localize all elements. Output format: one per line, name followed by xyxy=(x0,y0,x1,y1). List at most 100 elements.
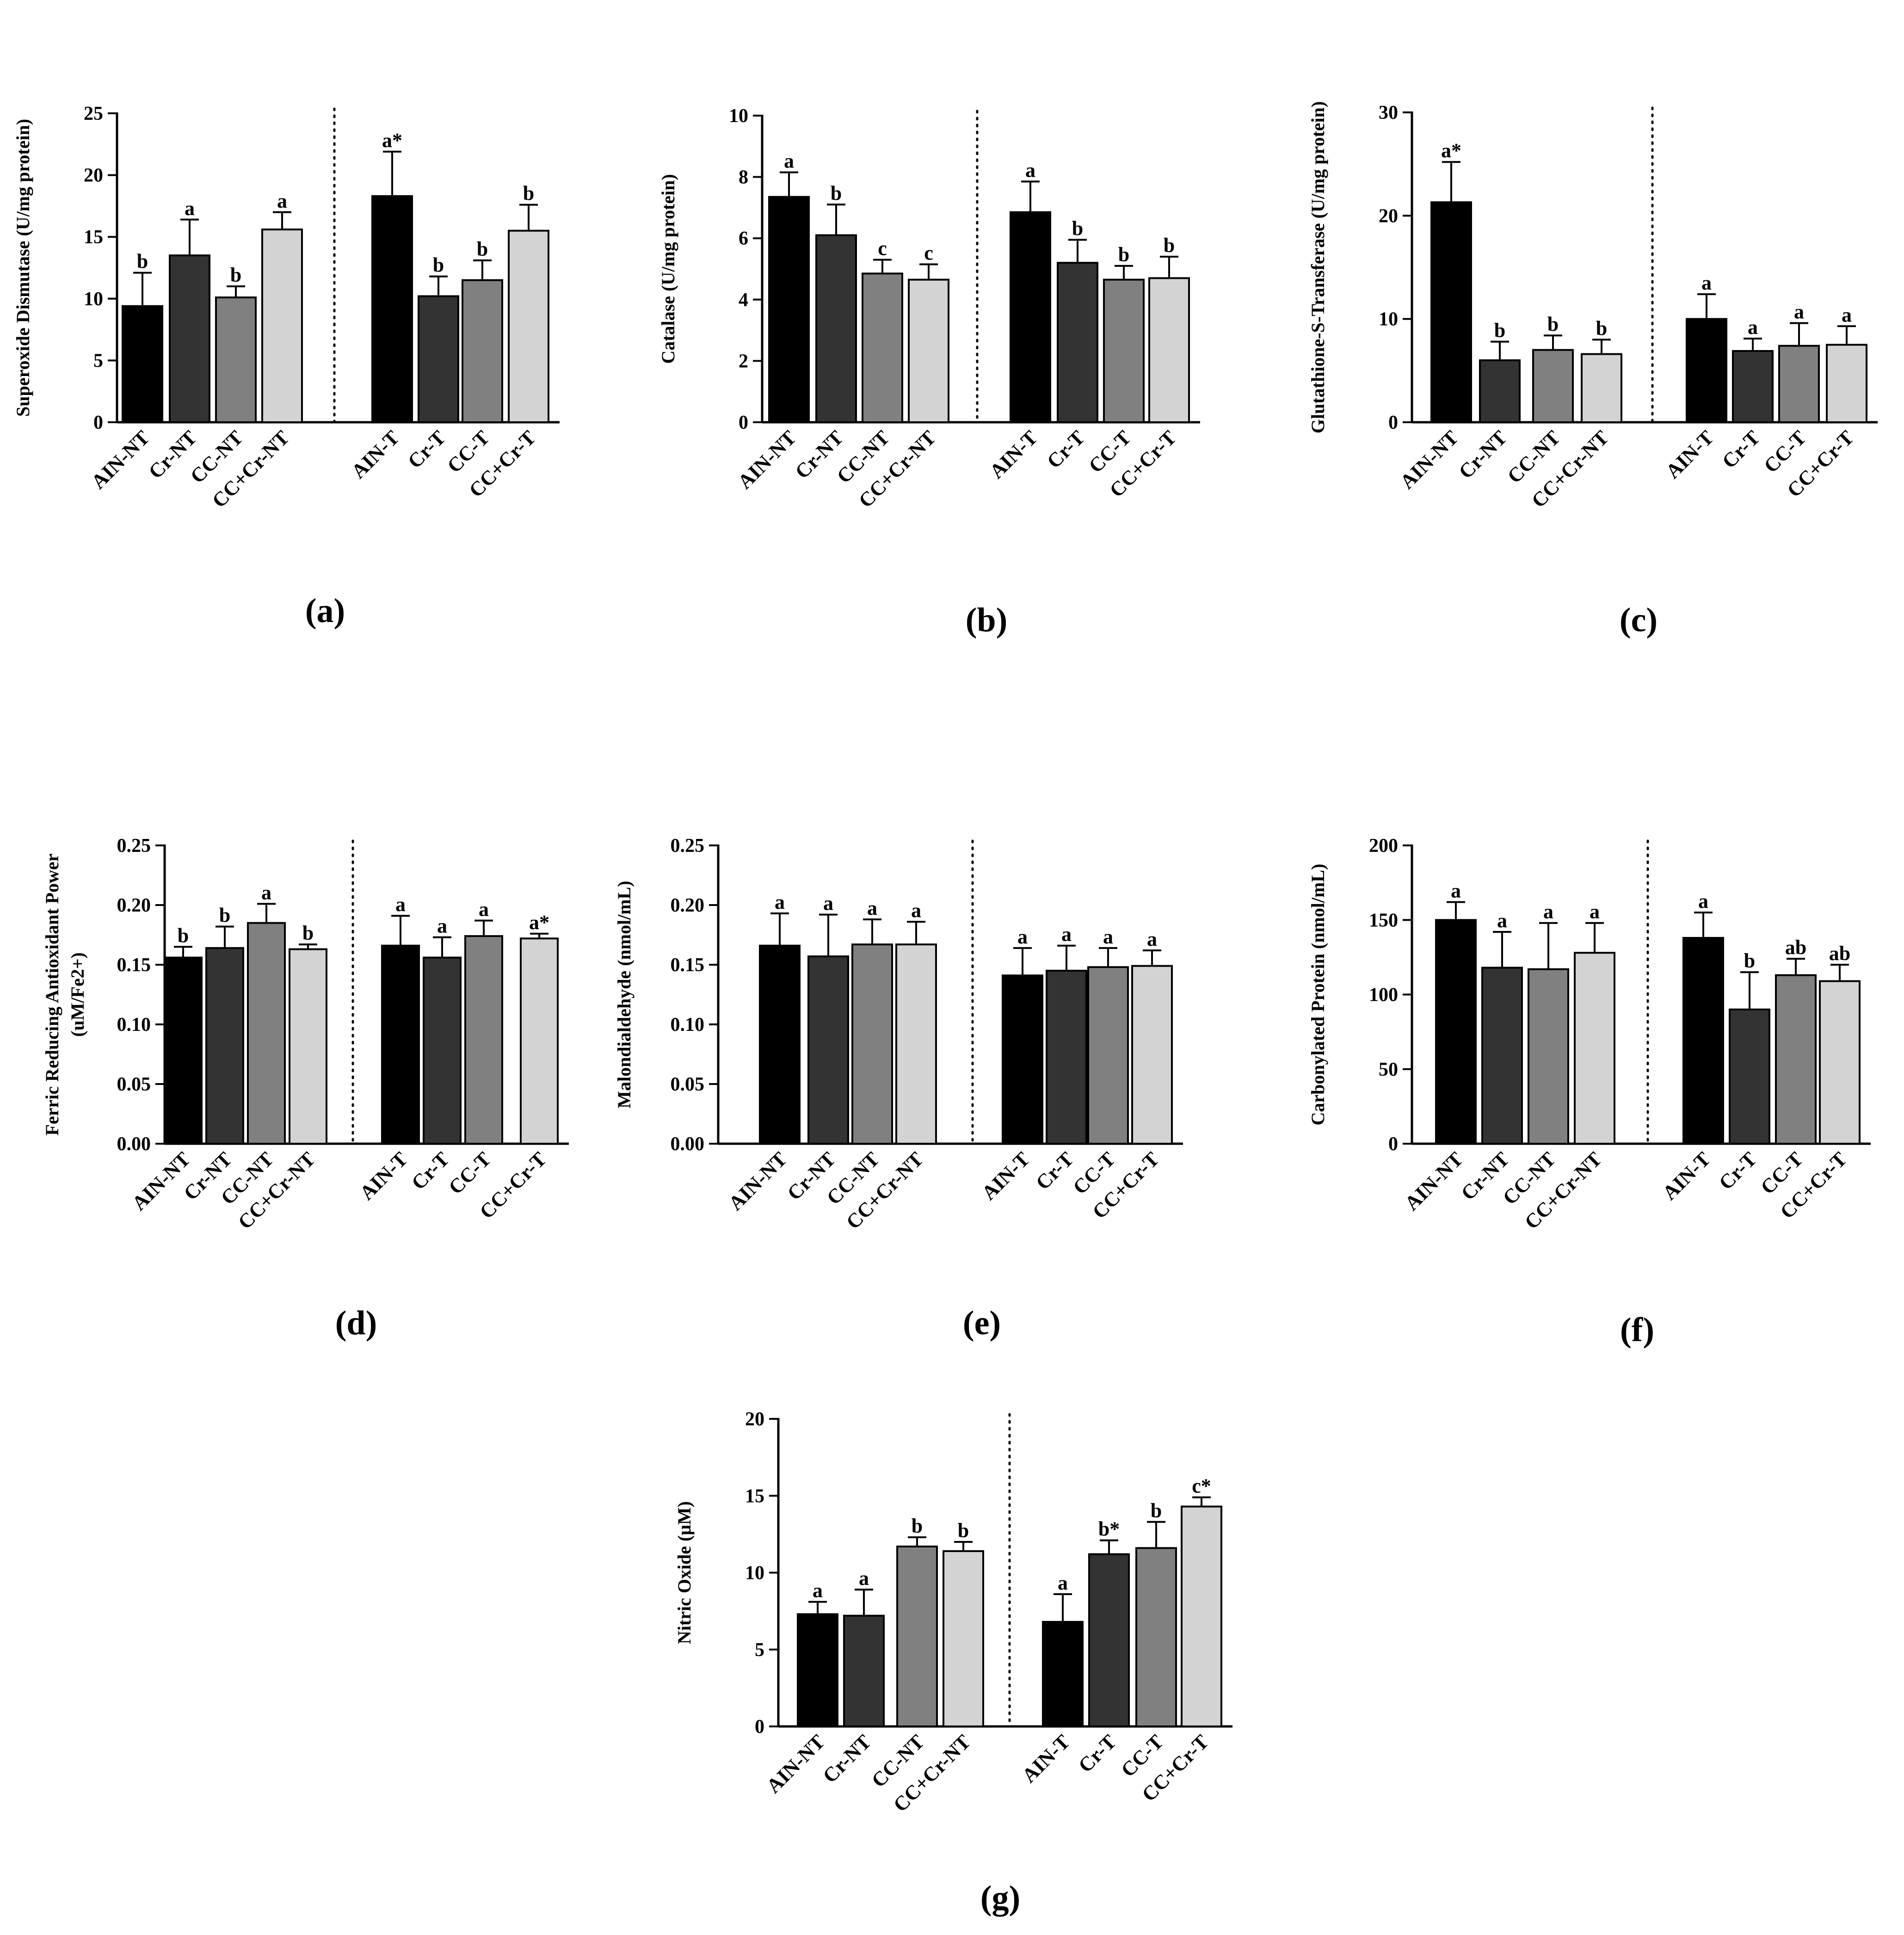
significance-letter: b xyxy=(831,182,842,204)
bar-CC-NT xyxy=(896,1545,938,1728)
bar-CC-T xyxy=(464,935,503,1145)
bar-AIN-NT xyxy=(759,944,801,1145)
significance-letter: a xyxy=(823,892,833,915)
bar-CC+Cr-T xyxy=(1181,1505,1222,1727)
y-tick-label: 200 xyxy=(1369,835,1398,857)
bar-Cr-NT xyxy=(843,1615,885,1728)
bar-Cr-NT xyxy=(1479,359,1521,423)
significance-letter: b xyxy=(178,924,189,947)
x-tick-label: AIN-T xyxy=(1017,1730,1074,1787)
y-axis-label: Carbonylated Protein (nmol/mL) xyxy=(1307,864,1328,1126)
y-tick-label: 0.15 xyxy=(117,955,151,976)
bar-CC+Cr-T xyxy=(1131,965,1173,1145)
y-tick-label: 25 xyxy=(84,103,103,124)
bar-CC-T xyxy=(462,279,503,423)
bar-Cr-T xyxy=(1732,350,1774,424)
y-tick-label: 10 xyxy=(84,289,103,310)
bar-AIN-NT xyxy=(768,196,810,423)
y-tick-label: 4 xyxy=(739,290,748,311)
y-tick-label: 6 xyxy=(739,228,748,249)
bar-AIN-T xyxy=(381,944,420,1145)
x-tick-label: Cr-NT xyxy=(819,1730,875,1787)
significance-letter: a xyxy=(1590,900,1600,923)
x-tick-label: AIN-NT xyxy=(128,1147,195,1214)
y-tick-label: 0.05 xyxy=(671,1074,705,1095)
y-tick-label: 10 xyxy=(1379,309,1398,330)
y-tick-label: 5 xyxy=(755,1639,764,1661)
y-axis-label: Ferric Reducing Antioxidant Power xyxy=(42,854,62,1136)
bar-CC+Cr-NT xyxy=(1574,952,1615,1145)
significance-letter: b xyxy=(219,904,230,926)
y-tick-label: 15 xyxy=(84,227,103,248)
y-tick-label: 20 xyxy=(84,165,103,186)
x-tick-label: AIN-NT xyxy=(1400,1147,1467,1214)
significance-letter: b xyxy=(958,1519,969,1542)
significance-letter: a xyxy=(1058,1571,1068,1594)
x-tick-label: Cr-T xyxy=(1718,426,1764,473)
significance-letter: b xyxy=(1596,317,1607,339)
x-tick-label: Cr-T xyxy=(403,426,450,473)
bar-CC-T xyxy=(1775,974,1817,1145)
bar-Cr-T xyxy=(418,295,459,423)
bar-CC+Cr-T xyxy=(508,229,549,423)
bar-CC-NT xyxy=(851,943,893,1145)
y-tick-label: 0 xyxy=(1388,1134,1398,1155)
bar-AIN-T xyxy=(1042,1621,1084,1727)
y-tick-label: 0.10 xyxy=(117,1014,151,1035)
bar-Cr-NT xyxy=(169,254,210,424)
significance-letter: a xyxy=(775,891,785,913)
bar-CC+Cr-NT xyxy=(895,943,937,1145)
bar-CC-T xyxy=(1103,278,1145,424)
y-tick-label: 0 xyxy=(1388,412,1398,433)
x-tick-label: Cr-T xyxy=(1031,1147,1078,1194)
significance-letter: b xyxy=(1151,1499,1162,1522)
x-tick-label: Cr-T xyxy=(407,1147,454,1194)
x-tick-label: AIN-T xyxy=(985,426,1042,483)
significance-letter: b xyxy=(230,264,241,286)
bar-Cr-T xyxy=(1057,262,1098,423)
panel-label: (c) xyxy=(1620,601,1658,639)
panel-label: (a) xyxy=(305,592,345,630)
y-tick-label: 8 xyxy=(739,167,748,188)
x-tick-label: AIN-NT xyxy=(1396,426,1463,493)
y-tick-label: 0.10 xyxy=(671,1014,705,1035)
y-tick-label: 5 xyxy=(93,350,103,371)
y-tick-label: 15 xyxy=(745,1485,764,1507)
bar-AIN-T xyxy=(371,195,413,423)
y-tick-label: 0.05 xyxy=(117,1074,151,1095)
significance-letter: b xyxy=(433,254,444,277)
significance-letter: a xyxy=(784,150,794,173)
significance-letter: a xyxy=(1497,909,1507,932)
y-tick-label: 20 xyxy=(1379,205,1398,227)
x-tick-label: CC-T xyxy=(444,1147,495,1199)
chart-panel-5: 0.00 0.05 0.10 0.15 0.20 0.25 Malondialdehyde … xyxy=(614,835,1183,1342)
panel-label: (f) xyxy=(1620,1311,1654,1349)
x-tick-label: Cr-NT xyxy=(1454,426,1511,483)
significance-letter: a* xyxy=(382,129,402,152)
bar-CC+Cr-NT xyxy=(289,948,327,1145)
y-axis-label: Malondialdehyde (nmol/mL) xyxy=(614,881,635,1108)
significance-letter: b xyxy=(302,922,314,944)
bar-CC+Cr-T xyxy=(520,937,559,1145)
x-tick-label: AIN-NT xyxy=(762,1730,829,1797)
bar-AIN-NT xyxy=(797,1613,838,1727)
chart-panel-7: 0 5 10 15 20 Nitric Oxide (μM) a AIN-NT a Cr-NT b C… xyxy=(674,1409,1232,1917)
bar-CC-NT xyxy=(1532,349,1574,424)
x-tick-label: AIN-NT xyxy=(733,426,801,493)
significance-letter: a xyxy=(395,893,406,916)
x-tick-label: Cr-T xyxy=(1042,426,1089,473)
x-tick-label: AIN-NT xyxy=(87,426,154,493)
y-tick-label: 50 xyxy=(1379,1059,1398,1080)
bar-CC+Cr-NT xyxy=(1581,353,1622,423)
significance-letter: a xyxy=(911,899,921,922)
y-tick-label: 30 xyxy=(1379,102,1398,123)
y-tick-label: 0.20 xyxy=(117,895,151,916)
y-tick-label: 10 xyxy=(729,105,748,127)
significance-letter: b xyxy=(1072,217,1083,240)
bar-Cr-T xyxy=(1088,1553,1130,1728)
significance-letter: a xyxy=(1061,923,1072,946)
bar-AIN-T xyxy=(1686,318,1727,424)
y-tick-label: 100 xyxy=(1369,985,1398,1006)
bar-AIN-NT xyxy=(164,956,203,1145)
bar-CC+Cr-T xyxy=(1819,980,1861,1145)
